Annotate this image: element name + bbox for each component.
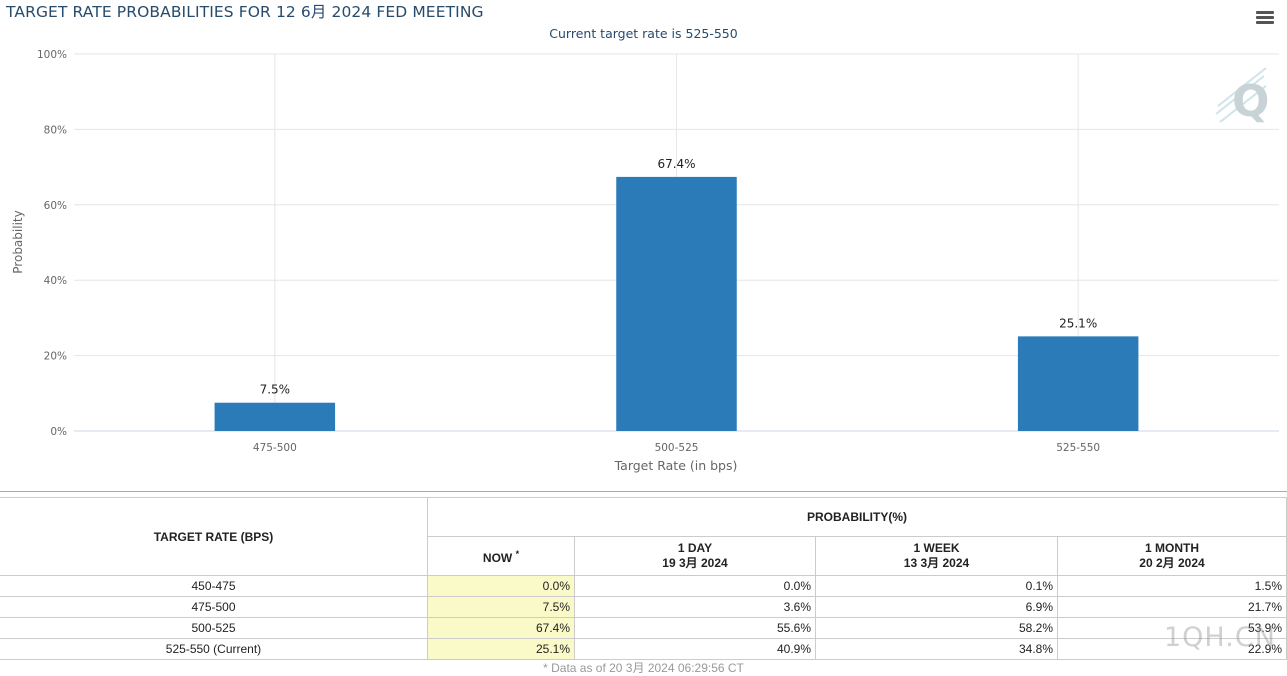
row-now: 67.4% xyxy=(427,617,575,639)
row-1month: 21.7% xyxy=(1057,596,1287,618)
data-label: 67.4% xyxy=(657,157,695,171)
row-1day: 55.6% xyxy=(574,617,816,639)
x-tick-label: 500-525 xyxy=(655,442,699,454)
header-probability: PROBABILITY(%) xyxy=(427,497,1287,537)
y-tick-label: 0% xyxy=(50,426,67,438)
y-tick-label: 60% xyxy=(44,200,67,212)
row-1month: 1.5% xyxy=(1057,575,1287,597)
x-tick-label: 475-500 xyxy=(253,442,297,454)
bar[interactable] xyxy=(616,176,737,431)
x-axis-label: Target Rate (in bps) xyxy=(614,458,738,473)
data-label: 25.1% xyxy=(1059,316,1097,330)
bar-chart: 0% 20% 40% 60% 80% 100% 475-500 500-525 525-550… xyxy=(11,49,1279,473)
section-divider xyxy=(0,491,1287,492)
row-now: 0.0% xyxy=(427,575,575,597)
bars xyxy=(214,176,1139,431)
header-1week: 1 WEEK 13 3月 2024 xyxy=(815,536,1058,576)
y-tick-label: 100% xyxy=(37,49,67,61)
row-target-rate: 500-525 xyxy=(0,617,428,639)
header-1month-date: 20 2月 2024 xyxy=(1139,556,1205,570)
bar[interactable] xyxy=(214,402,336,431)
header-1month-label: 1 MONTH xyxy=(1145,541,1199,555)
table-row: 475-500 7.5% 3.6% 6.9% 21.7% xyxy=(0,596,1287,618)
table-row: 500-525 67.4% 55.6% 58.2% 53.9% xyxy=(0,617,1287,639)
row-now: 25.1% xyxy=(427,638,575,660)
bar[interactable] xyxy=(1017,336,1139,431)
menu-icon[interactable] xyxy=(1256,11,1274,25)
svg-text:Q: Q xyxy=(1232,76,1269,127)
header-1week-date: 13 3月 2024 xyxy=(903,556,970,570)
header-now-label: NOW xyxy=(482,550,513,565)
data-labels: 7.5% 67.4% 25.1% xyxy=(260,157,1098,397)
row-1week: 6.9% xyxy=(815,596,1058,618)
watermark-text: 1QH.CN xyxy=(1164,622,1276,653)
header-now-marker: * xyxy=(515,548,520,559)
row-1day: 3.6% xyxy=(574,596,816,618)
y-axis-ticks: 0% 20% 40% 60% 80% 100% xyxy=(37,49,67,438)
data-timestamp-footnote: * Data as of 20 3月 2024 06:29:56 CT xyxy=(543,661,744,675)
probability-table: TARGET RATE (BPS) PROBABILITY(%) NOW * 1… xyxy=(0,497,1287,660)
header-1day-date: 19 3月 2024 xyxy=(662,556,728,570)
header-target-rate: TARGET RATE (BPS) xyxy=(0,497,428,576)
x-axis-ticks: 475-500 500-525 525-550 xyxy=(253,442,1100,454)
header-1day: 1 DAY 19 3月 2024 xyxy=(574,536,816,576)
table-row: 525-550 (Current) 25.1% 40.9% 34.8% 22.9… xyxy=(0,638,1287,660)
header-1day-label: 1 DAY xyxy=(677,541,713,555)
data-label: 7.5% xyxy=(260,383,291,397)
chart-subtitle: Current target rate is 525-550 xyxy=(549,26,738,41)
y-tick-label: 40% xyxy=(44,275,67,287)
row-now: 7.5% xyxy=(427,596,575,618)
row-1week: 0.1% xyxy=(815,575,1058,597)
row-target-rate: 450-475 xyxy=(0,575,428,597)
chart-title: TARGET RATE PROBABILITIES FOR 12 6月 2024… xyxy=(6,3,484,21)
row-1day: 40.9% xyxy=(574,638,816,660)
q-logo-icon: Q xyxy=(1215,67,1269,127)
y-tick-label: 20% xyxy=(44,351,67,363)
row-1week: 34.8% xyxy=(815,638,1058,660)
row-1week: 58.2% xyxy=(815,617,1058,639)
header-now: NOW * xyxy=(427,536,575,576)
row-1day: 0.0% xyxy=(574,575,816,597)
row-target-rate: 475-500 xyxy=(0,596,428,618)
x-tick-label: 525-550 xyxy=(1056,442,1100,454)
header-1week-label: 1 WEEK xyxy=(913,541,960,555)
row-target-rate: 525-550 (Current) xyxy=(0,638,428,660)
y-axis-label: Probability xyxy=(11,210,25,273)
row-1month: 22.9% xyxy=(1057,638,1287,660)
header-1month: 1 MONTH 20 2月 2024 xyxy=(1057,536,1287,576)
y-tick-label: 80% xyxy=(44,124,67,136)
table-row: 450-475 0.0% 0.0% 0.1% 1.5% xyxy=(0,575,1287,597)
